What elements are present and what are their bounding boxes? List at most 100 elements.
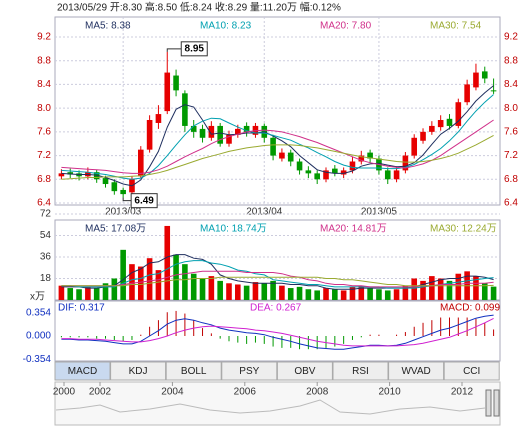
- annotation-leader: [122, 197, 132, 202]
- y-tick-label-right: 6.8: [504, 174, 518, 185]
- volume-bar: [490, 286, 497, 300]
- legend-entry: DIF: 0.317: [58, 303, 105, 314]
- annotation-box: [180, 41, 208, 57]
- ma-line: [61, 314, 494, 350]
- candle-body: [490, 90, 497, 92]
- tab[interactable]: [110, 361, 167, 381]
- candle-body: [464, 84, 470, 103]
- ma-line: [61, 317, 494, 347]
- volume-bar: [261, 283, 268, 300]
- volume-bar: [305, 289, 312, 300]
- candle-body: [384, 170, 391, 180]
- legend-entry: MA20: 14.81万: [320, 224, 387, 235]
- tab[interactable]: [54, 361, 111, 381]
- volume-panel: [54, 219, 501, 301]
- volume-bar: [332, 289, 338, 300]
- tab[interactable]: [388, 361, 445, 381]
- y-tick-label: 18: [40, 273, 52, 284]
- annotation-leader: [166, 48, 182, 52]
- tab[interactable]: [276, 361, 333, 381]
- volume-bar: [173, 254, 179, 300]
- y-axis-unit: x万: [30, 292, 45, 303]
- legend-entry: MA5: 8.38: [85, 21, 131, 32]
- y-tick-label-right: 8.0: [504, 103, 518, 114]
- candle-body: [340, 170, 347, 175]
- y-tick-label: 6.4: [37, 198, 51, 209]
- timeline-year: 2010: [378, 387, 401, 398]
- tab[interactable]: [221, 361, 278, 381]
- candle-body: [102, 178, 109, 185]
- legend-entry: MACD: 0.099: [440, 303, 500, 314]
- volume-bar: [358, 285, 365, 300]
- annotation-high: 8.95: [185, 43, 205, 54]
- volume-bar: [76, 289, 82, 300]
- volume-bar: [226, 283, 232, 300]
- volume-bar: [296, 286, 303, 300]
- range-handle-right[interactable]: [493, 389, 500, 417]
- annotation-low: 6.49: [134, 195, 154, 206]
- legend-entry: MA10: 8.23: [200, 21, 252, 32]
- volume-bar: [446, 280, 453, 300]
- candle-body: [270, 137, 276, 156]
- candle-body: [455, 102, 462, 126]
- legend-entry: MA20: 7.80: [320, 21, 372, 32]
- candle-body: [137, 149, 144, 177]
- tab[interactable]: [332, 361, 389, 381]
- candle-body: [279, 152, 285, 159]
- timeline-year: 2002: [89, 387, 112, 398]
- y-tick-label: 7.2: [37, 150, 51, 161]
- y-tick-label: 6.8: [37, 174, 51, 185]
- timeline-sparkline: [55, 399, 486, 415]
- y-tick-label-right: 8.8: [504, 55, 518, 66]
- timeline[interactable]: [54, 381, 501, 426]
- tab-label: MACD: [68, 366, 97, 377]
- volume-bar: [217, 280, 223, 300]
- y-tick-label: 8.0: [37, 103, 51, 114]
- tab[interactable]: [165, 361, 222, 381]
- ma-line: [61, 134, 494, 180]
- range-handle-left[interactable]: [485, 389, 492, 417]
- tab[interactable]: [443, 361, 500, 381]
- volume-bar: [146, 258, 153, 300]
- volume-bar: [376, 289, 382, 300]
- candle-body: [120, 189, 126, 195]
- ma-line: [61, 85, 494, 187]
- candle-body: [67, 172, 74, 175]
- y-tick-label: 36: [40, 252, 52, 263]
- volume-bar: [85, 286, 91, 300]
- legend-entry: MA30: 12.24万: [430, 224, 497, 235]
- candle-body: [473, 72, 479, 88]
- x-tick-label: 2013/04: [246, 207, 283, 218]
- candle-body: [367, 152, 373, 159]
- candle-body: [235, 128, 241, 135]
- candle-body: [420, 131, 426, 141]
- candle-body: [199, 128, 206, 138]
- candle-body: [164, 72, 171, 112]
- volume-bar: [287, 288, 294, 300]
- candle-body: [190, 125, 197, 132]
- candle-body: [314, 173, 320, 180]
- volume-bar: [58, 285, 65, 300]
- candle-body: [411, 137, 418, 156]
- ma-line: [61, 119, 494, 174]
- ma-line: [61, 254, 494, 290]
- volume-bar: [279, 285, 285, 300]
- volume-bar: [323, 288, 329, 300]
- legend-entry: MA5: 17.08万: [85, 224, 146, 235]
- tab-label: RSI: [352, 366, 369, 377]
- volume-bar: [199, 278, 206, 300]
- volume-bar: [164, 225, 171, 300]
- candle-body: [393, 170, 400, 180]
- candle-body: [173, 75, 179, 91]
- candle-body: [58, 173, 65, 177]
- candle-body: [93, 172, 100, 180]
- ma-line: [61, 94, 494, 180]
- volume-bar: [235, 284, 241, 300]
- volume-bar: [270, 280, 276, 300]
- header-quote: 2013/05/29 开:8.30 高:8.50 低:8.24 收:8.29 量…: [57, 1, 341, 14]
- timeline-year: 2012: [451, 387, 474, 398]
- legend-entry: MA30: 7.54: [430, 21, 482, 32]
- price-panel: [54, 16, 501, 206]
- volume-bar: [252, 282, 259, 300]
